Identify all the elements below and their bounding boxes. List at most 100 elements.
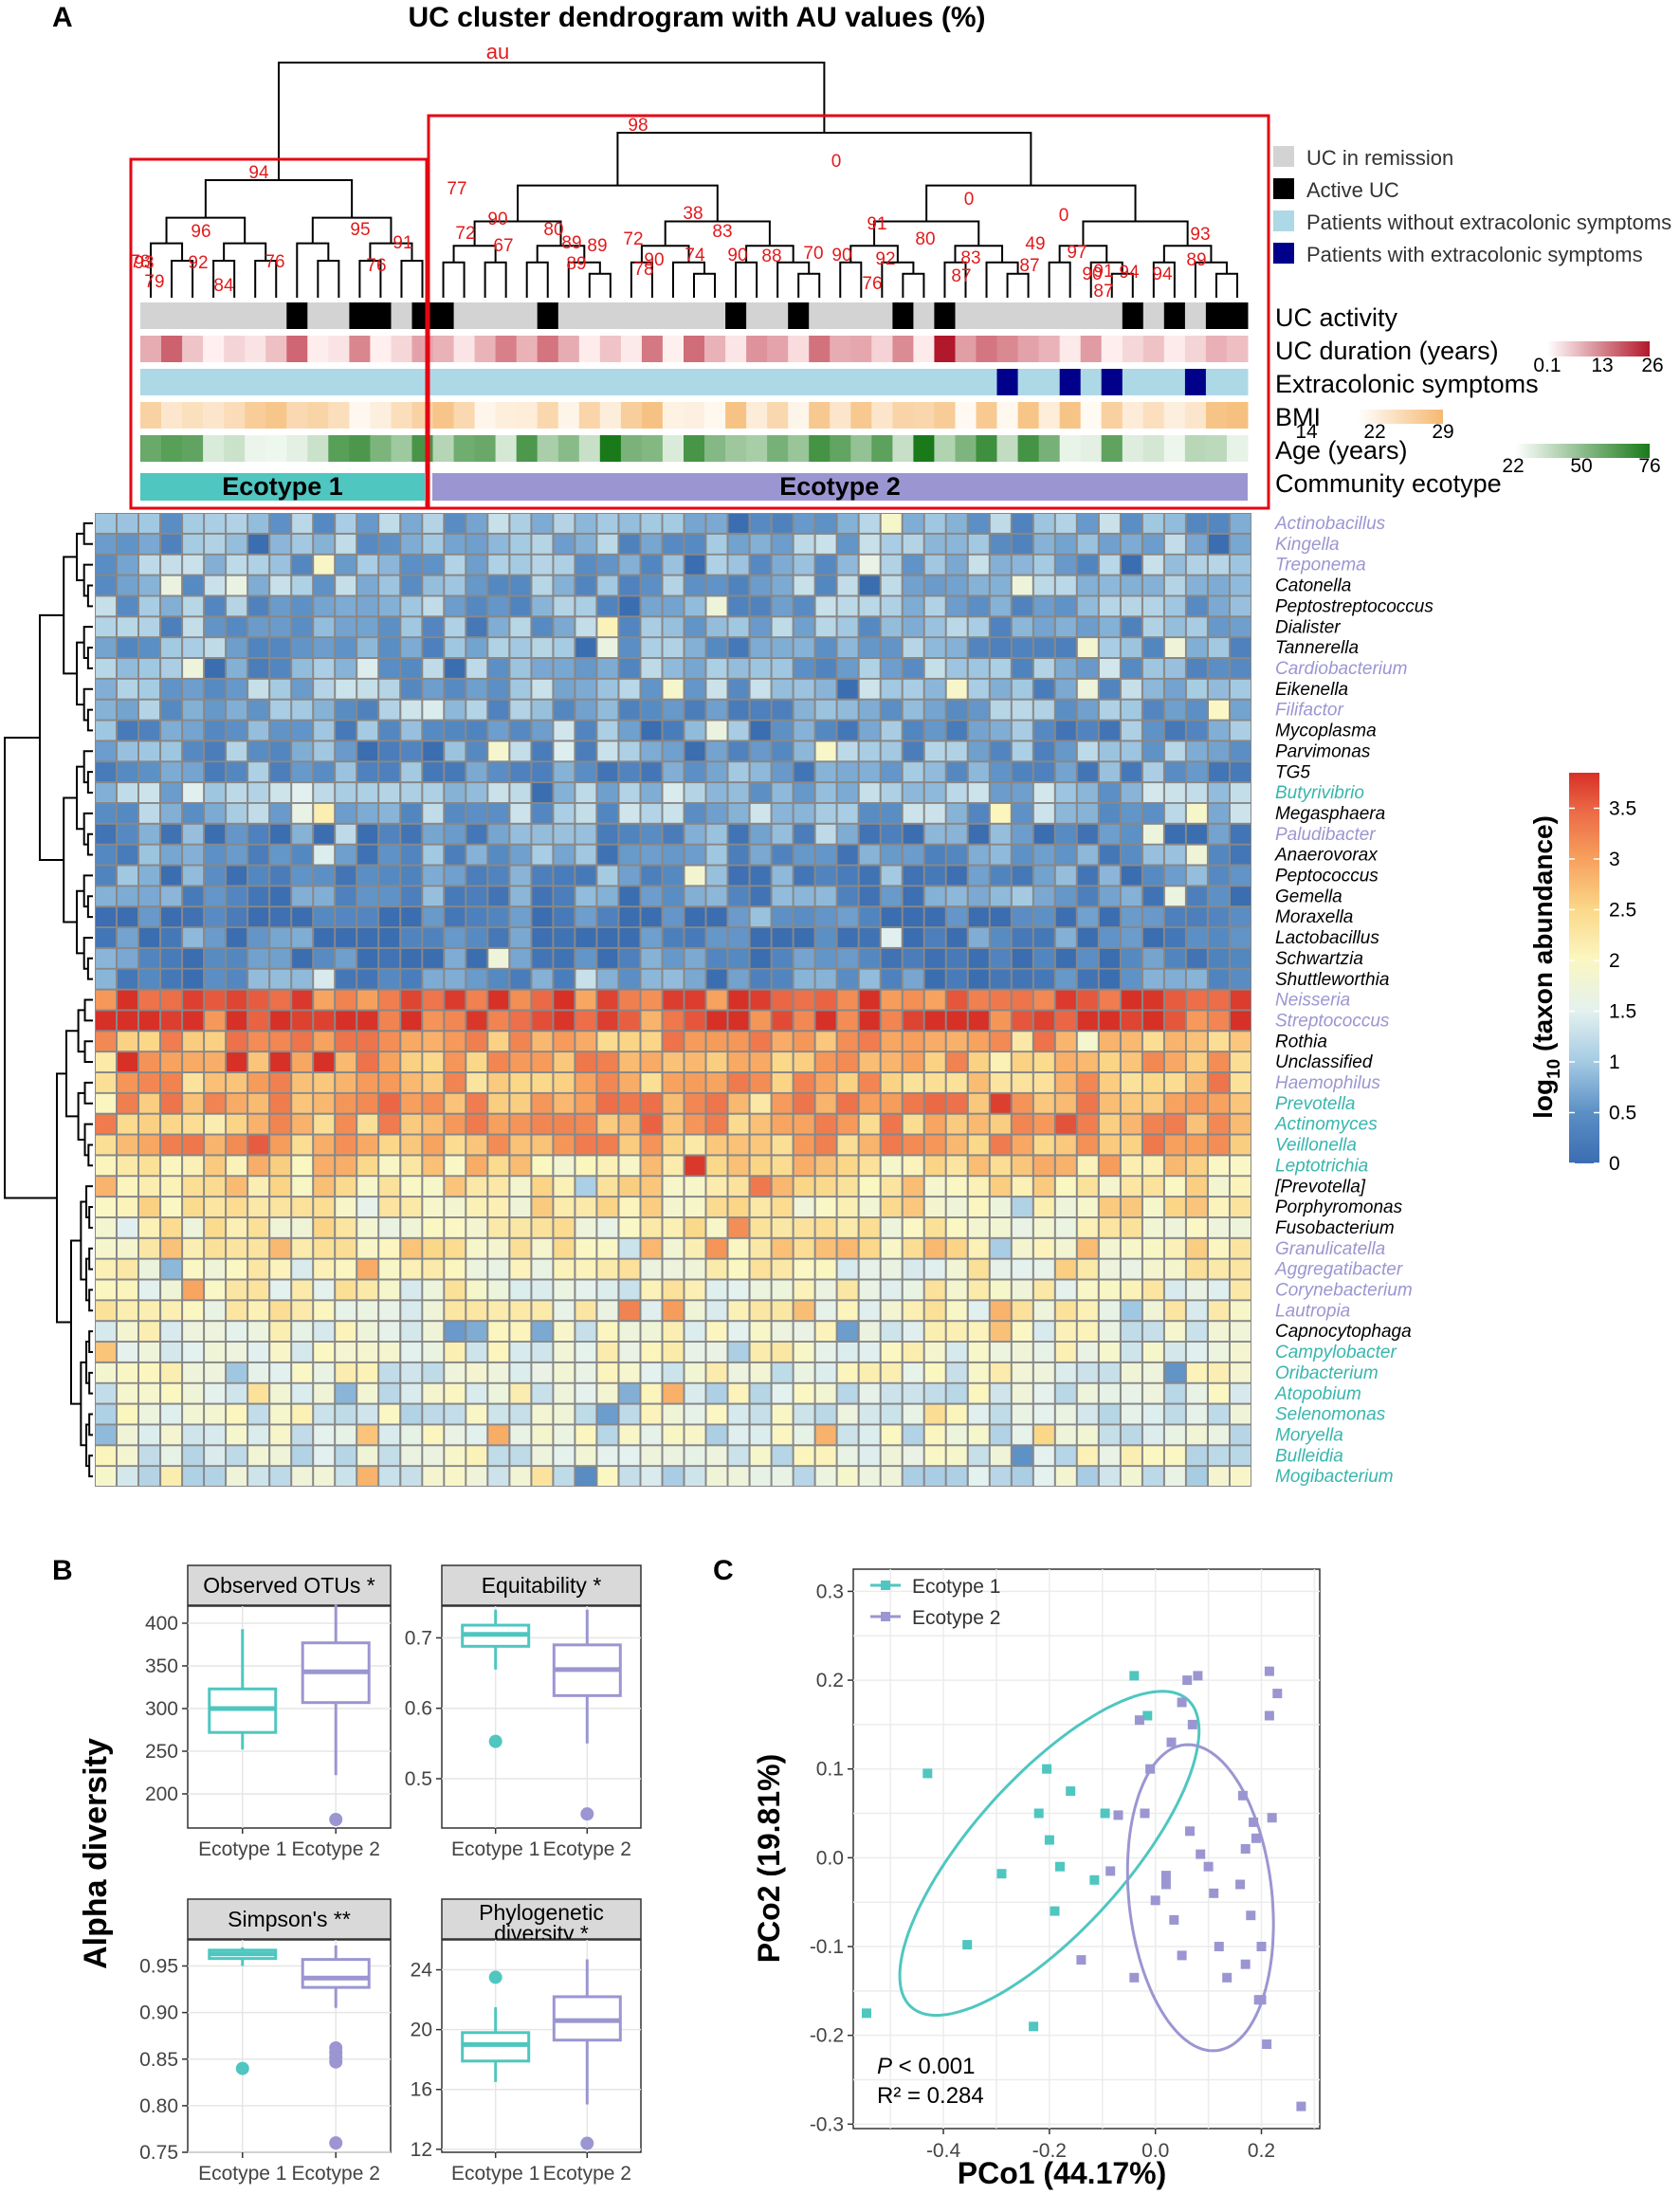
heatmap-cell xyxy=(859,1156,880,1176)
heatmap-cell xyxy=(139,866,159,886)
heatmap-cell xyxy=(270,1032,291,1051)
heatmap-cell xyxy=(597,928,618,947)
age-cell xyxy=(557,435,580,462)
heatmap-cell xyxy=(1231,576,1251,595)
heatmap-cell xyxy=(685,1238,705,1258)
bmi-cell xyxy=(537,402,559,429)
heatmap-cell xyxy=(183,1073,204,1092)
heatmap-cell xyxy=(401,1467,422,1486)
extracolonic-cell xyxy=(1122,369,1144,395)
au-value: 77 xyxy=(447,179,466,199)
heatmap-cell xyxy=(641,887,662,906)
heatmap-cell xyxy=(1012,1011,1032,1031)
heatmap-cell xyxy=(445,1114,466,1134)
bmi-cell xyxy=(349,402,371,429)
heatmap-cell xyxy=(859,1280,880,1300)
heatmap-cell xyxy=(1077,783,1098,802)
heatmap-cell xyxy=(750,803,771,823)
heatmap-cell xyxy=(401,803,422,823)
heatmap-cell xyxy=(510,1322,531,1342)
heatmap-cell xyxy=(706,762,727,782)
heatmap-cell xyxy=(968,824,989,844)
au-value: 95 xyxy=(350,220,370,240)
heatmap-cell xyxy=(575,1383,596,1403)
heatmap-cell xyxy=(881,1177,902,1197)
row-dendrogram-branch xyxy=(86,708,93,732)
heatmap-cell xyxy=(488,1011,509,1031)
heatmap-cell xyxy=(968,1362,989,1382)
heatmap-cell xyxy=(1121,700,1141,720)
heatmap-cell xyxy=(663,679,684,699)
ecotype-2-label: Ecotype 2 xyxy=(779,472,901,501)
heatmap-cell xyxy=(248,534,269,554)
uc-duration-cell xyxy=(474,336,497,362)
heatmap-cell xyxy=(1186,617,1207,637)
heatmap-cell xyxy=(990,1425,1011,1445)
heatmap-cell xyxy=(292,1052,313,1071)
heatmap-cell xyxy=(968,659,989,678)
heatmap-cell xyxy=(336,1093,356,1113)
pcoa-plot: -0.4 -0.2 0.0 0.2-0.3-0.2-0.10.00.10.20.3 Ec… xyxy=(810,1568,1321,2162)
heatmap-cell xyxy=(837,866,858,886)
heatmap-cell xyxy=(466,762,487,782)
dendrogram-root xyxy=(278,62,826,180)
heatmap-cell xyxy=(466,1135,487,1155)
heatmap-cell xyxy=(794,1135,814,1155)
heatmap-cell xyxy=(510,1135,531,1155)
heatmap-cell xyxy=(968,1052,989,1071)
bmi-cell xyxy=(307,402,329,429)
heatmap-cell xyxy=(619,1322,640,1342)
heatmap-cell xyxy=(1077,990,1098,1010)
au-value: 89 xyxy=(561,233,581,253)
uc-duration-cell xyxy=(328,336,350,362)
heatmap-cell xyxy=(445,514,466,533)
heatmap-cell xyxy=(815,1011,836,1031)
heatmap-cell xyxy=(205,1052,226,1071)
heatmap-cell xyxy=(336,928,356,947)
heatmap-cell xyxy=(1099,1135,1120,1155)
heatmap-cell xyxy=(663,866,684,886)
heatmap-cell xyxy=(597,659,618,678)
heatmap-cell xyxy=(685,1093,705,1113)
heatmap-cell xyxy=(161,1114,182,1134)
heatmap-cell xyxy=(445,1467,466,1486)
heatmap-cell xyxy=(96,969,116,989)
heatmap-cell xyxy=(946,1073,967,1092)
heatmap-cell xyxy=(1077,741,1098,761)
heatmap-cell xyxy=(903,576,923,595)
uc-duration-cell xyxy=(809,336,831,362)
uc-duration-cell xyxy=(453,336,476,362)
heatmap-cell xyxy=(946,741,967,761)
heatmap-cell xyxy=(118,824,137,844)
heatmap-cell xyxy=(1209,1467,1229,1486)
heatmap-cell xyxy=(248,1135,269,1155)
heatmap-cell xyxy=(227,1052,247,1071)
heatmap-cell xyxy=(270,969,291,989)
heatmap-cell xyxy=(183,866,204,886)
heatmap-cell xyxy=(161,969,182,989)
heatmap-cell xyxy=(968,1425,989,1445)
heatmap-cell xyxy=(401,887,422,906)
heatmap-cell xyxy=(837,1404,858,1424)
age-cell xyxy=(1227,435,1249,462)
box-outlier xyxy=(488,1734,502,1748)
heatmap-cell xyxy=(750,1301,771,1321)
heatmap-cell xyxy=(445,762,466,782)
heatmap-cell xyxy=(183,783,204,802)
heatmap-cell xyxy=(903,1404,923,1424)
heatmap-cell xyxy=(750,1052,771,1071)
heatmap-cell xyxy=(706,928,727,947)
heatmap-cell xyxy=(227,1198,247,1216)
heatmap-cell xyxy=(183,534,204,554)
heatmap-cell xyxy=(118,534,137,554)
heatmap-cell xyxy=(597,638,618,657)
heatmap-cell xyxy=(903,514,923,533)
heatmap-cell xyxy=(990,1467,1011,1486)
heatmap-cell xyxy=(1121,783,1141,802)
dendrogram-branch xyxy=(925,184,1137,222)
heatmap-cell xyxy=(1099,1301,1120,1321)
heatmap-cell xyxy=(815,700,836,720)
extracolonic-cell xyxy=(1142,369,1165,395)
heatmap-cell xyxy=(903,1280,923,1300)
heatmap-cell xyxy=(1077,762,1098,782)
